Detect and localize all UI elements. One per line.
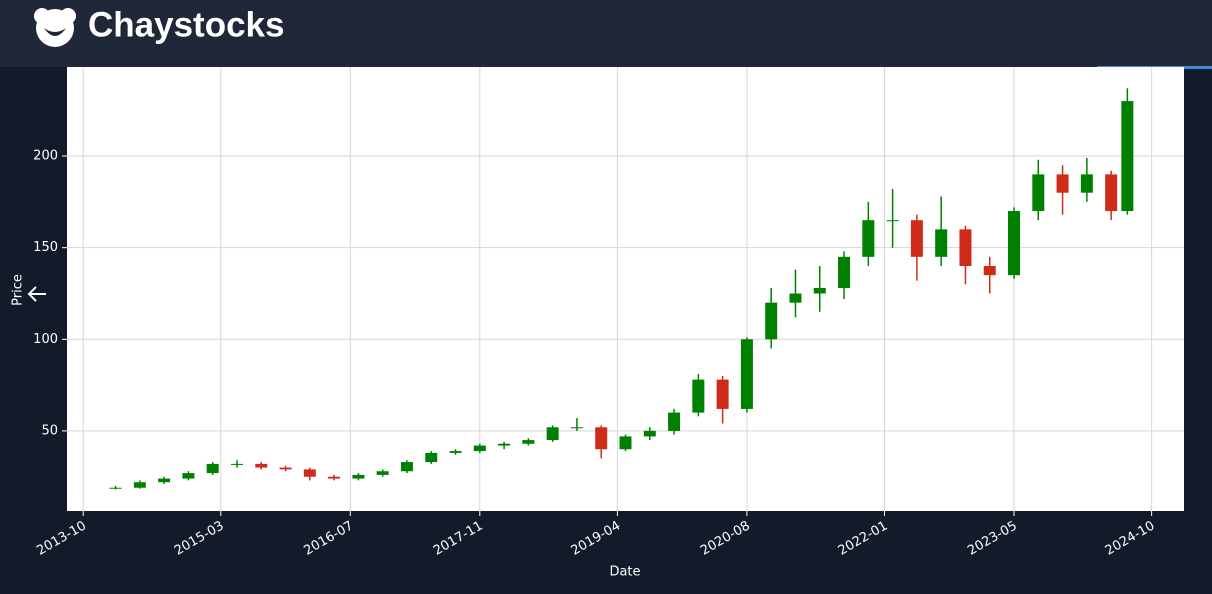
y-tick-label: 50 (41, 423, 58, 438)
candle-body (546, 427, 559, 441)
candle-body (1105, 174, 1118, 212)
candle-body (862, 220, 875, 257)
candle-body (109, 487, 122, 489)
candle-body (1032, 174, 1045, 212)
x-tick-label: 2022-01 (836, 519, 891, 559)
x-tick-label: 2023-05 (965, 519, 1020, 559)
candle-body (619, 436, 632, 450)
candle-body (1121, 101, 1134, 212)
candle-body (425, 452, 438, 463)
candle-body (813, 287, 826, 294)
x-tick-label: 2020-08 (698, 519, 753, 559)
candle-body (400, 462, 413, 472)
candle-body (473, 445, 486, 452)
candle-body (668, 412, 681, 431)
candle-body (1056, 174, 1069, 193)
candle-body (1080, 174, 1093, 193)
candle-body (255, 463, 268, 468)
candle-body (983, 266, 996, 276)
y-tick-label: 200 (33, 149, 58, 164)
candle-body (1008, 211, 1021, 276)
candle-body (838, 256, 851, 288)
x-axis-label: Date (609, 565, 640, 580)
y-axis-label: Price (11, 274, 26, 306)
candle-body (595, 427, 608, 450)
candle-body (765, 302, 778, 340)
candle-body (886, 220, 899, 222)
candle-body (570, 427, 583, 429)
app-title: Chaystocks (88, 5, 284, 44)
candle-body (935, 229, 948, 257)
candle-body (643, 430, 656, 437)
candle-body (230, 463, 243, 465)
candle-body (279, 467, 292, 470)
x-tick-label: 2016-07 (301, 519, 356, 559)
candle-body (910, 220, 923, 257)
candle-body (303, 469, 316, 477)
candle-body (740, 339, 753, 409)
candle-body (959, 229, 972, 267)
candle-body (789, 293, 802, 303)
candle-body (206, 463, 219, 474)
x-tick-label: 2019-04 (569, 519, 624, 559)
candle-body (522, 440, 535, 444)
x-tick-label: 2013-10 (34, 519, 89, 559)
candle-body (158, 478, 171, 483)
y-tick-label: 150 (33, 240, 58, 255)
candle-body (692, 379, 705, 413)
candle-body (182, 473, 195, 479)
logo-icon (34, 8, 76, 47)
back-button[interactable] (27, 286, 46, 302)
plot (67, 67, 1184, 511)
candle-body (328, 476, 341, 479)
candle-body (133, 482, 146, 488)
y-tick-label: 100 (33, 332, 58, 347)
candle-body (716, 379, 729, 409)
candle-body (449, 451, 462, 453)
candle-body (498, 443, 511, 446)
candle-body (352, 474, 365, 479)
x-tick-label: 2024-10 (1103, 519, 1158, 559)
candle-body (376, 471, 389, 475)
header-bar (0, 0, 1212, 67)
x-tick-label: 2017-11 (431, 519, 486, 559)
x-tick-label: 2015-03 (172, 519, 227, 559)
